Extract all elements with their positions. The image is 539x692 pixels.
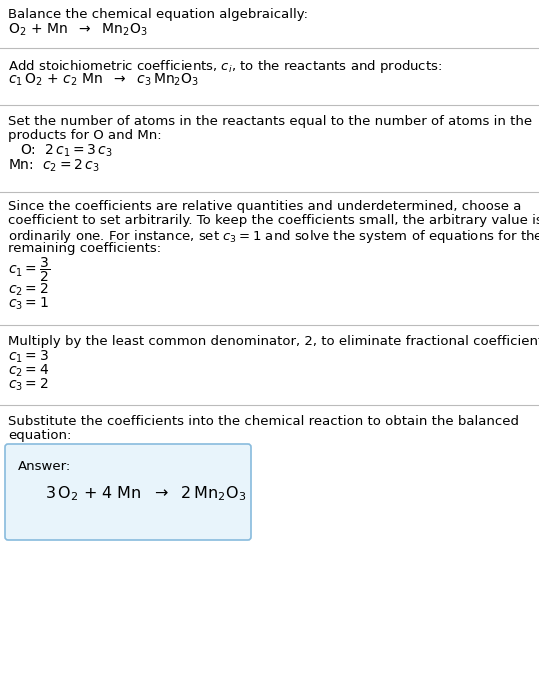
Text: ordinarily one. For instance, set $c_3 = 1$ and solve the system of equations fo: ordinarily one. For instance, set $c_3 =… bbox=[8, 228, 539, 245]
Text: $c_1 = 3$: $c_1 = 3$ bbox=[8, 349, 49, 365]
Text: $c_3 = 2$: $c_3 = 2$ bbox=[8, 377, 49, 393]
Text: equation:: equation: bbox=[8, 429, 71, 442]
Text: $\mathrm{O_2}$ + Mn  $\rightarrow$  $\mathrm{Mn_2O_3}$: $\mathrm{O_2}$ + Mn $\rightarrow$ $\math… bbox=[8, 22, 148, 38]
Text: Multiply by the least common denominator, 2, to eliminate fractional coefficient: Multiply by the least common denominator… bbox=[8, 335, 539, 348]
Text: coefficient to set arbitrarily. To keep the coefficients small, the arbitrary va: coefficient to set arbitrarily. To keep … bbox=[8, 214, 539, 227]
Text: remaining coefficients:: remaining coefficients: bbox=[8, 242, 161, 255]
Text: Balance the chemical equation algebraically:: Balance the chemical equation algebraica… bbox=[8, 8, 308, 21]
Text: $3\,\mathrm{O_2}$ + 4 Mn  $\rightarrow$  $2\,\mathrm{Mn_2O_3}$: $3\,\mathrm{O_2}$ + 4 Mn $\rightarrow$ $… bbox=[45, 484, 246, 502]
Text: $c_2 = 2$: $c_2 = 2$ bbox=[8, 282, 49, 298]
Text: Since the coefficients are relative quantities and underdetermined, choose a: Since the coefficients are relative quan… bbox=[8, 200, 521, 213]
Text: Add stoichiometric coefficients, $c_i$, to the reactants and products:: Add stoichiometric coefficients, $c_i$, … bbox=[8, 58, 442, 75]
FancyBboxPatch shape bbox=[5, 444, 251, 540]
Text: $c_3 = 1$: $c_3 = 1$ bbox=[8, 296, 49, 312]
Text: $c_1\,\mathrm{O_2}$ + $c_2$ Mn  $\rightarrow$  $c_3\,\mathrm{Mn_2O_3}$: $c_1\,\mathrm{O_2}$ + $c_2$ Mn $\rightar… bbox=[8, 72, 199, 89]
Text: Set the number of atoms in the reactants equal to the number of atoms in the: Set the number of atoms in the reactants… bbox=[8, 115, 532, 128]
Text: O:  $2\,c_1 = 3\,c_3$: O: $2\,c_1 = 3\,c_3$ bbox=[20, 143, 113, 159]
Text: Answer:: Answer: bbox=[18, 460, 71, 473]
Text: products for O and Mn:: products for O and Mn: bbox=[8, 129, 162, 142]
Text: $c_2 = 4$: $c_2 = 4$ bbox=[8, 363, 49, 379]
Text: $c_1 = \dfrac{3}{2}$: $c_1 = \dfrac{3}{2}$ bbox=[8, 256, 50, 284]
Text: Substitute the coefficients into the chemical reaction to obtain the balanced: Substitute the coefficients into the che… bbox=[8, 415, 519, 428]
Text: Mn:  $c_2 = 2\,c_3$: Mn: $c_2 = 2\,c_3$ bbox=[8, 158, 100, 174]
